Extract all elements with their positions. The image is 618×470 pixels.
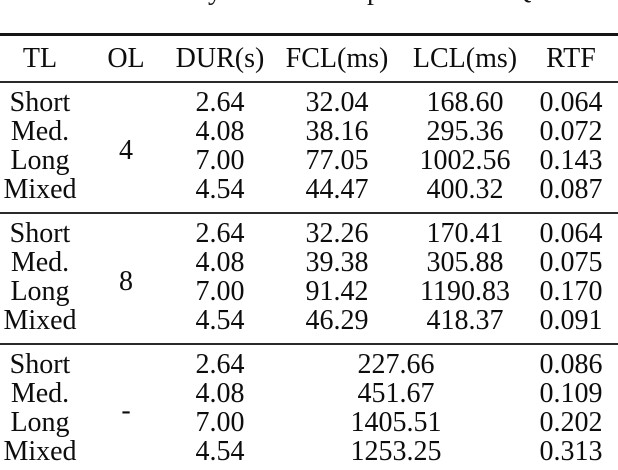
- rtf-cell: 0.091: [539, 305, 603, 336]
- dur-cell: 4.54: [195, 305, 245, 336]
- tl-cell: Long: [10, 145, 70, 176]
- fcl-cell: 77.05: [305, 145, 369, 176]
- group-ol-none: Short - 2.64 227.66 0.086 Med. 4.08 451.…: [0, 344, 618, 470]
- table-row: Short 8 2.64 32.26 170.41 0.064: [0, 213, 618, 296]
- col-header-dur: DUR(s): [175, 43, 265, 74]
- table-row: Long 7.00 1405.51 0.202: [0, 408, 618, 437]
- group-ol-4: Short 4 2.64 32.04 168.60 0.064 Med. 4.0…: [0, 82, 618, 213]
- tl-cell: Mixed: [3, 305, 77, 336]
- table-row: Mixed 4.54 44.47 400.32 0.087: [0, 175, 618, 213]
- col-header-tl: TL: [22, 43, 58, 74]
- tl-cell: Mixed: [3, 174, 77, 205]
- table-header: TL OL DUR(s) FCL(ms) LCL(ms) RTF: [0, 35, 618, 83]
- fcl-cell: 32.04: [305, 87, 369, 118]
- lcl-cell: 400.32: [426, 174, 504, 205]
- tl-cell: Med.: [10, 378, 70, 409]
- table-row: Long 7.00 91.42 1190.83 0.170: [0, 277, 618, 306]
- rtf-cell: 0.170: [539, 276, 603, 307]
- fcl-cell: 32.26: [305, 218, 369, 249]
- fcl-cell: 46.29: [305, 305, 369, 336]
- fcl-cell: 38.16: [305, 116, 369, 147]
- col-header-lcl: LCL(ms): [412, 43, 518, 74]
- dur-cell: 4.08: [195, 247, 245, 278]
- rtf-cell: 0.109: [539, 378, 603, 409]
- rtf-cell: 0.072: [539, 116, 603, 147]
- header-row: TL OL DUR(s) FCL(ms) LCL(ms) RTF: [0, 35, 618, 83]
- clipped-caption-line: y p Q: [0, 0, 618, 8]
- dur-cell: 4.08: [195, 116, 245, 147]
- rtf-cell: 0.064: [539, 87, 603, 118]
- table-row: Mixed 4.54 1253.25 0.313: [0, 437, 618, 470]
- dur-cell: 7.00: [195, 407, 245, 438]
- tl-cell: Med.: [10, 116, 70, 147]
- fcl-cell: 91.42: [305, 276, 369, 307]
- merged-latency-cell: 227.66: [357, 349, 435, 380]
- lcl-cell: 1002.56: [419, 145, 511, 176]
- group-ol-8: Short 8 2.64 32.26 170.41 0.064 Med. 4.0…: [0, 213, 618, 344]
- tl-cell: Med.: [10, 247, 70, 278]
- merged-latency-cell: 1253.25: [350, 436, 442, 467]
- fcl-cell: 39.38: [305, 247, 369, 278]
- rtf-cell: 0.313: [539, 436, 603, 467]
- tl-cell: Short: [9, 218, 71, 249]
- table-row: Short 4 2.64 32.04 168.60 0.064: [0, 82, 618, 165]
- latency-results-table: TL OL DUR(s) FCL(ms) LCL(ms) RTF Short 4…: [0, 33, 618, 470]
- col-header-ol: OL: [107, 43, 145, 74]
- lcl-cell: 418.37: [426, 305, 504, 336]
- tl-cell: Short: [9, 87, 71, 118]
- dur-cell: 7.00: [195, 145, 245, 176]
- rtf-cell: 0.075: [539, 247, 603, 278]
- lcl-cell: 1190.83: [420, 276, 510, 307]
- table-row: Short - 2.64 227.66 0.086: [0, 344, 618, 425]
- table-row: Med. 4.08 39.38 305.88 0.075: [0, 248, 618, 277]
- ol-cell: 8: [119, 265, 133, 297]
- dur-cell: 2.64: [195, 218, 245, 249]
- col-header-rtf: RTF: [546, 43, 596, 74]
- merged-latency-cell: 451.67: [357, 378, 435, 409]
- latency-table-wrapper: TL OL DUR(s) FCL(ms) LCL(ms) RTF Short 4…: [0, 33, 618, 470]
- dur-cell: 4.54: [195, 174, 245, 205]
- lcl-cell: 305.88: [426, 247, 504, 278]
- col-header-fcl: FCL(ms): [285, 43, 389, 74]
- table-row: Med. 4.08 38.16 295.36 0.072: [0, 117, 618, 146]
- ol-cell: -: [121, 395, 131, 426]
- tl-cell: Short: [9, 349, 71, 380]
- rtf-cell: 0.202: [539, 407, 603, 438]
- tl-cell: Long: [10, 276, 70, 307]
- rtf-cell: 0.086: [539, 349, 603, 380]
- caption-fragment-q: Q: [514, 0, 534, 4]
- table-row: Long 7.00 77.05 1002.56 0.143: [0, 146, 618, 175]
- dur-cell: 2.64: [195, 349, 245, 380]
- table-row: Med. 4.08 451.67 0.109: [0, 379, 618, 408]
- tl-cell: Long: [10, 407, 70, 438]
- dur-cell: 4.08: [195, 378, 245, 409]
- merged-latency-cell: 1405.51: [350, 407, 442, 438]
- fcl-cell: 44.47: [305, 174, 369, 205]
- dur-cell: 4.54: [195, 436, 245, 467]
- rtf-cell: 0.143: [539, 145, 603, 176]
- rtf-cell: 0.087: [539, 174, 603, 205]
- rtf-cell: 0.064: [539, 218, 603, 249]
- caption-fragment-y: y: [208, 0, 222, 5]
- caption-fragment-p: p: [367, 0, 381, 5]
- ol-cell: 4: [119, 134, 133, 166]
- dur-cell: 7.00: [195, 276, 245, 307]
- lcl-cell: 295.36: [426, 116, 504, 147]
- tl-cell: Mixed: [3, 436, 77, 467]
- lcl-cell: 168.60: [426, 87, 504, 118]
- table-row: Mixed 4.54 46.29 418.37 0.091: [0, 306, 618, 344]
- lcl-cell: 170.41: [426, 218, 504, 249]
- dur-cell: 2.64: [195, 87, 245, 118]
